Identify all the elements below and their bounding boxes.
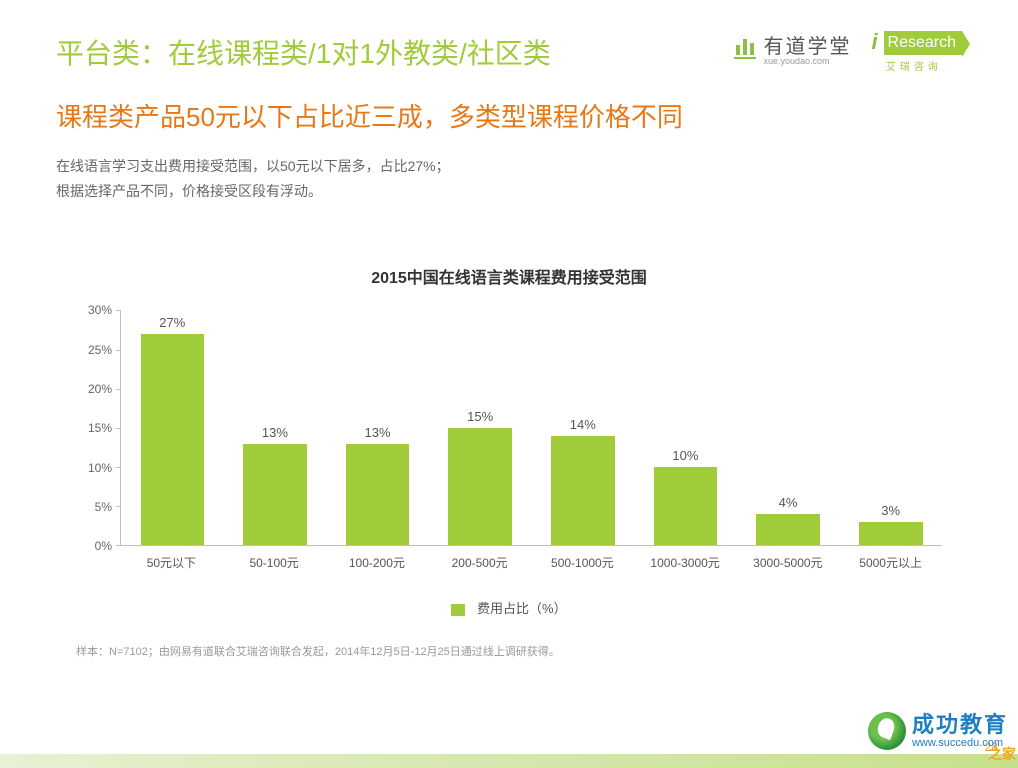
iresearch-i: i: [866, 30, 884, 56]
x-label: 200-500元: [428, 546, 531, 570]
y-tick-label: 15%: [88, 421, 112, 435]
chart-area: 0%5%10%15%20%25%30% 27%13%13%15%14%10%4%…: [120, 310, 942, 570]
legend-swatch: [451, 604, 465, 616]
watermark-cn: 成功教育: [912, 713, 1008, 737]
subtitle-text: 课程类产品50元以下占比近三成，多类型课程价格不同: [56, 102, 683, 132]
title-rest: 在线课程类/1对1外教类/社区类: [168, 38, 551, 69]
x-label: 5000元以上: [839, 546, 942, 570]
bar-slot: 10%: [634, 310, 737, 545]
y-tick-label: 25%: [88, 343, 112, 357]
x-label: 500-1000元: [531, 546, 634, 570]
bar-value-label: 4%: [779, 495, 798, 510]
page-title: 平台类：在线课程类/1对1外教类/社区类: [56, 32, 551, 72]
title-prefix: 平台类：: [56, 38, 168, 69]
youdao-url: xue.youdao.com: [764, 57, 852, 66]
y-tick-label: 0%: [95, 539, 112, 553]
slide: 平台类：在线课程类/1对1外教类/社区类 有道学堂 xue.youdao.com…: [0, 0, 1018, 659]
footnote: 样本：N=7102；由网易有道联合艾瑞咨询联合发起，2014年12月5日-12月…: [76, 643, 942, 659]
iresearch-name: Research: [884, 31, 962, 55]
plot: 27% 13% 13% 15% 14% 10% 4% 3%: [120, 310, 942, 546]
bar-slot: 3%: [839, 310, 942, 545]
y-tick-label: 10%: [88, 461, 112, 475]
bar-slot: 14%: [532, 310, 635, 545]
y-tick-mark: [116, 506, 121, 507]
bar-value-label: 10%: [672, 448, 698, 463]
y-tick-mark: [116, 467, 121, 468]
x-labels: 50元以下50-100元100-200元200-500元500-1000元100…: [120, 546, 942, 570]
y-tick-label: 5%: [95, 500, 112, 514]
bar-slot: 27%: [121, 310, 224, 545]
x-label: 1000-3000元: [634, 546, 737, 570]
x-label: 50-100元: [223, 546, 326, 570]
chart-title: 2015中国在线语言类课程费用接受范围: [76, 264, 942, 288]
legend-label: 费用占比（%）: [477, 601, 567, 616]
youdao-name: 有道学堂: [764, 37, 852, 57]
x-label: 100-200元: [326, 546, 429, 570]
watermark-side: 之家: [988, 744, 1016, 764]
subtitle: 课程类产品50元以下占比近三成，多类型课程价格不同: [56, 97, 962, 134]
y-tick-label: 30%: [88, 303, 112, 317]
y-axis: 0%5%10%15%20%25%30%: [76, 310, 116, 546]
bar-slot: 13%: [326, 310, 429, 545]
bar-value-label: 27%: [159, 315, 185, 330]
y-tick-mark: [116, 428, 121, 429]
desc-line-1: 在线语言学习支出费用接受范围，以50元以下居多，占比27%；: [56, 154, 962, 179]
legend: 费用占比（%）: [76, 598, 942, 617]
youdao-icon: [732, 39, 758, 65]
bar: [141, 334, 205, 546]
bar-value-label: 3%: [881, 503, 900, 518]
bar: [346, 444, 410, 546]
bar-slot: 13%: [224, 310, 327, 545]
bar: [654, 467, 718, 545]
iresearch-sub: 艾瑞咨询: [886, 58, 942, 73]
bars: 27% 13% 13% 15% 14% 10% 4% 3%: [121, 310, 942, 545]
bar: [243, 444, 307, 546]
footer-strip: [0, 754, 1018, 768]
watermark-icon: [868, 712, 906, 750]
bar: [551, 436, 615, 546]
watermark: 成功教育 www.succedu.com: [868, 712, 1008, 750]
x-label: 50元以下: [120, 546, 223, 570]
logos: 有道学堂 xue.youdao.com i Research 艾瑞咨询: [732, 30, 962, 73]
bar-value-label: 14%: [570, 417, 596, 432]
bar: [756, 514, 820, 545]
y-tick-mark: [116, 389, 121, 390]
bar-value-label: 13%: [365, 425, 391, 440]
y-tick-mark: [116, 350, 121, 351]
y-tick-mark: [116, 310, 121, 311]
y-tick-label: 20%: [88, 382, 112, 396]
bar-value-label: 15%: [467, 409, 493, 424]
description: 在线语言学习支出费用接受范围，以50元以下居多，占比27%； 根据选择产品不同，…: [56, 154, 962, 204]
youdao-logo: 有道学堂 xue.youdao.com: [732, 37, 852, 66]
chart: 2015中国在线语言类课程费用接受范围 0%5%10%15%20%25%30% …: [76, 264, 942, 659]
desc-line-2: 根据选择产品不同，价格接受区段有浮动。: [56, 179, 962, 204]
bar: [859, 522, 923, 546]
header-row: 平台类：在线课程类/1对1外教类/社区类 有道学堂 xue.youdao.com…: [56, 30, 962, 73]
x-label: 3000-5000元: [737, 546, 840, 570]
iresearch-logo: i Research 艾瑞咨询: [866, 30, 962, 73]
bar-slot: 15%: [429, 310, 532, 545]
bar: [448, 428, 512, 546]
bar-value-label: 13%: [262, 425, 288, 440]
bar-slot: 4%: [737, 310, 840, 545]
